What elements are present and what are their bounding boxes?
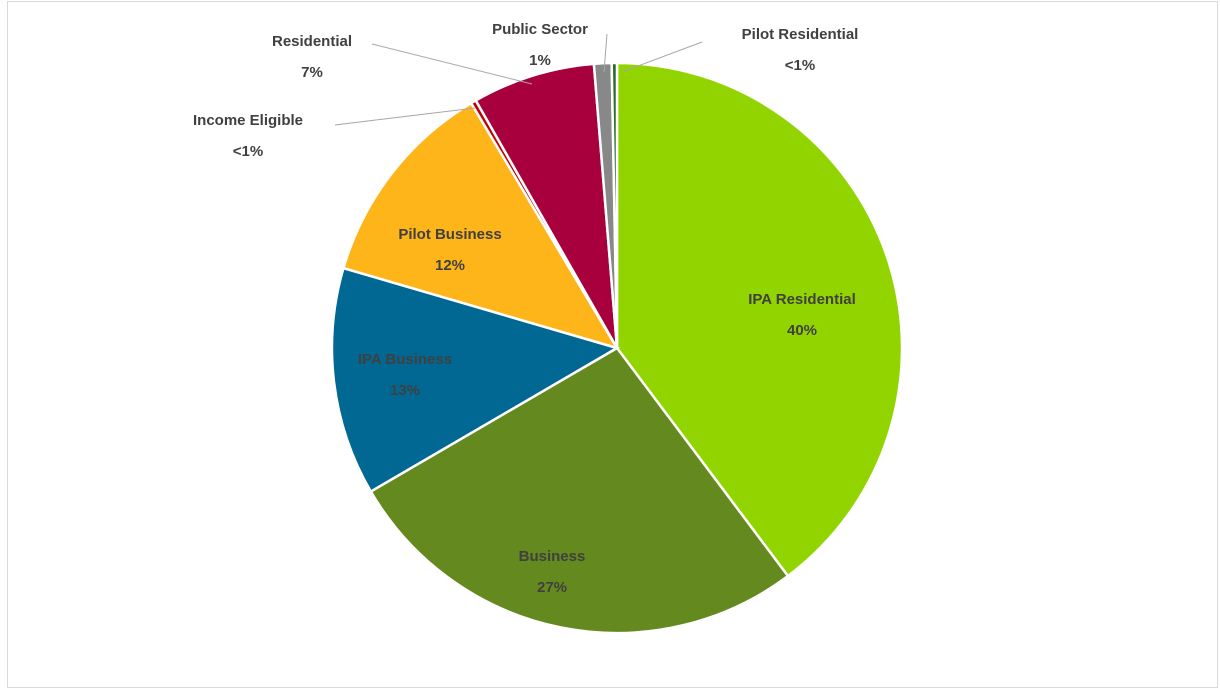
slice-value-label: 1% xyxy=(529,52,551,69)
slice-label: Public Sector xyxy=(492,21,588,38)
slice-label: IPA Business xyxy=(358,351,452,368)
pie-slice xyxy=(330,266,621,494)
slice-value-label: 13% xyxy=(390,382,420,399)
slice-label: IPA Residential xyxy=(748,291,856,308)
slice-label: Income Eligible xyxy=(193,112,303,129)
leader-line xyxy=(371,43,533,85)
slice-value-label: 7% xyxy=(301,64,323,81)
leader-line xyxy=(603,33,608,73)
slice-value-label: 12% xyxy=(435,257,465,274)
pie-slice xyxy=(610,61,619,349)
slice-label: Residential xyxy=(272,33,352,50)
slice-value-label: 40% xyxy=(787,322,817,339)
pie-slice xyxy=(341,101,620,351)
pie-slice xyxy=(369,346,790,635)
slice-label: Business xyxy=(519,548,586,565)
leader-line xyxy=(334,107,476,126)
slice-value-label: 27% xyxy=(537,579,567,596)
leader-line xyxy=(621,41,703,73)
slice-label: Pilot Business xyxy=(398,226,501,243)
slice-value-label: <1% xyxy=(233,143,263,160)
slice-value-label: <1% xyxy=(785,57,815,74)
slice-label: Pilot Residential xyxy=(742,26,859,43)
pie-slice xyxy=(615,61,904,578)
pie-slice xyxy=(474,62,619,349)
